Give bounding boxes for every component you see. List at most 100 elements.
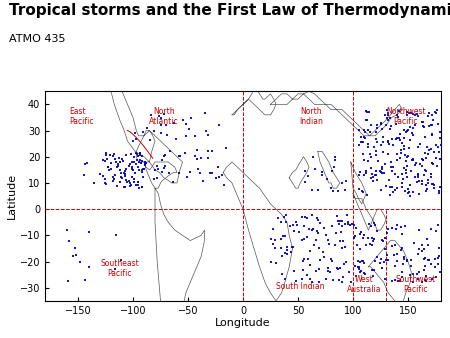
Point (431, 186, 438, 191)
Point (429, 181, 436, 187)
Point (157, 123, 164, 128)
Text: Tropical storms and the First Law of Thermodynamics: Tropical storms and the First Law of The… (9, 3, 450, 18)
Point (299, 238, 306, 243)
Point (382, 184, 390, 189)
Point (428, 122, 436, 128)
Point (415, 252, 422, 257)
Point (130, 139, 137, 144)
Point (390, 143, 397, 148)
Point (307, 276, 314, 282)
Point (379, 170, 386, 176)
Point (283, 244, 290, 250)
Point (419, 157, 427, 162)
Point (122, 185, 129, 190)
Point (367, 241, 374, 247)
Point (400, 146, 408, 151)
Point (380, 139, 387, 145)
Point (121, 170, 128, 176)
Point (421, 172, 428, 178)
Point (424, 180, 432, 186)
Point (374, 254, 381, 260)
Point (130, 168, 137, 173)
Point (414, 173, 421, 178)
Point (110, 175, 117, 180)
Point (138, 160, 145, 166)
Point (299, 276, 306, 282)
Point (163, 132, 170, 137)
Point (418, 163, 425, 168)
Point (406, 111, 413, 116)
Point (103, 152, 110, 158)
Point (127, 182, 135, 188)
Point (111, 172, 118, 178)
Point (427, 174, 434, 179)
Point (394, 279, 401, 284)
Point (352, 233, 359, 239)
Point (359, 258, 366, 264)
Point (345, 220, 352, 225)
Point (359, 151, 366, 157)
Point (394, 115, 401, 120)
Point (135, 165, 142, 170)
Point (312, 268, 319, 273)
Point (142, 161, 149, 166)
Point (425, 148, 432, 153)
Point (281, 234, 288, 239)
Point (388, 225, 395, 231)
Point (421, 168, 428, 173)
Point (378, 121, 385, 126)
Point (366, 152, 373, 157)
Point (396, 155, 404, 161)
Point (303, 234, 310, 240)
Point (134, 179, 141, 185)
Point (406, 124, 414, 130)
Point (114, 162, 121, 167)
Point (162, 123, 169, 128)
Point (144, 125, 151, 130)
Point (419, 123, 427, 128)
Point (398, 269, 405, 275)
Point (328, 256, 335, 261)
Point (423, 182, 430, 188)
Point (184, 175, 191, 180)
Point (420, 246, 427, 252)
Point (414, 114, 422, 119)
Point (357, 139, 364, 145)
Point (369, 174, 377, 179)
Point (422, 264, 429, 269)
Point (118, 156, 126, 162)
Point (411, 174, 418, 179)
Point (378, 164, 386, 169)
Point (427, 171, 434, 176)
Point (322, 276, 329, 282)
Point (283, 212, 290, 218)
Point (359, 189, 366, 194)
Point (325, 265, 332, 271)
Point (135, 167, 142, 172)
Point (415, 247, 423, 252)
Point (397, 225, 405, 230)
Point (308, 187, 315, 193)
Point (182, 121, 189, 127)
Point (329, 223, 336, 228)
Point (370, 274, 377, 279)
Point (120, 159, 127, 164)
Point (132, 150, 140, 155)
Point (117, 170, 124, 176)
Point (204, 155, 211, 161)
Point (385, 226, 392, 232)
Point (435, 245, 442, 250)
Point (315, 280, 323, 285)
Y-axis label: Latitude: Latitude (7, 173, 17, 219)
Point (398, 231, 405, 237)
Point (428, 276, 436, 282)
Point (122, 177, 130, 183)
Point (359, 236, 366, 241)
Point (380, 170, 387, 176)
Point (370, 237, 378, 242)
Point (405, 187, 412, 192)
Point (405, 190, 412, 195)
Point (378, 126, 386, 131)
Point (99, 173, 107, 179)
Point (128, 164, 135, 170)
